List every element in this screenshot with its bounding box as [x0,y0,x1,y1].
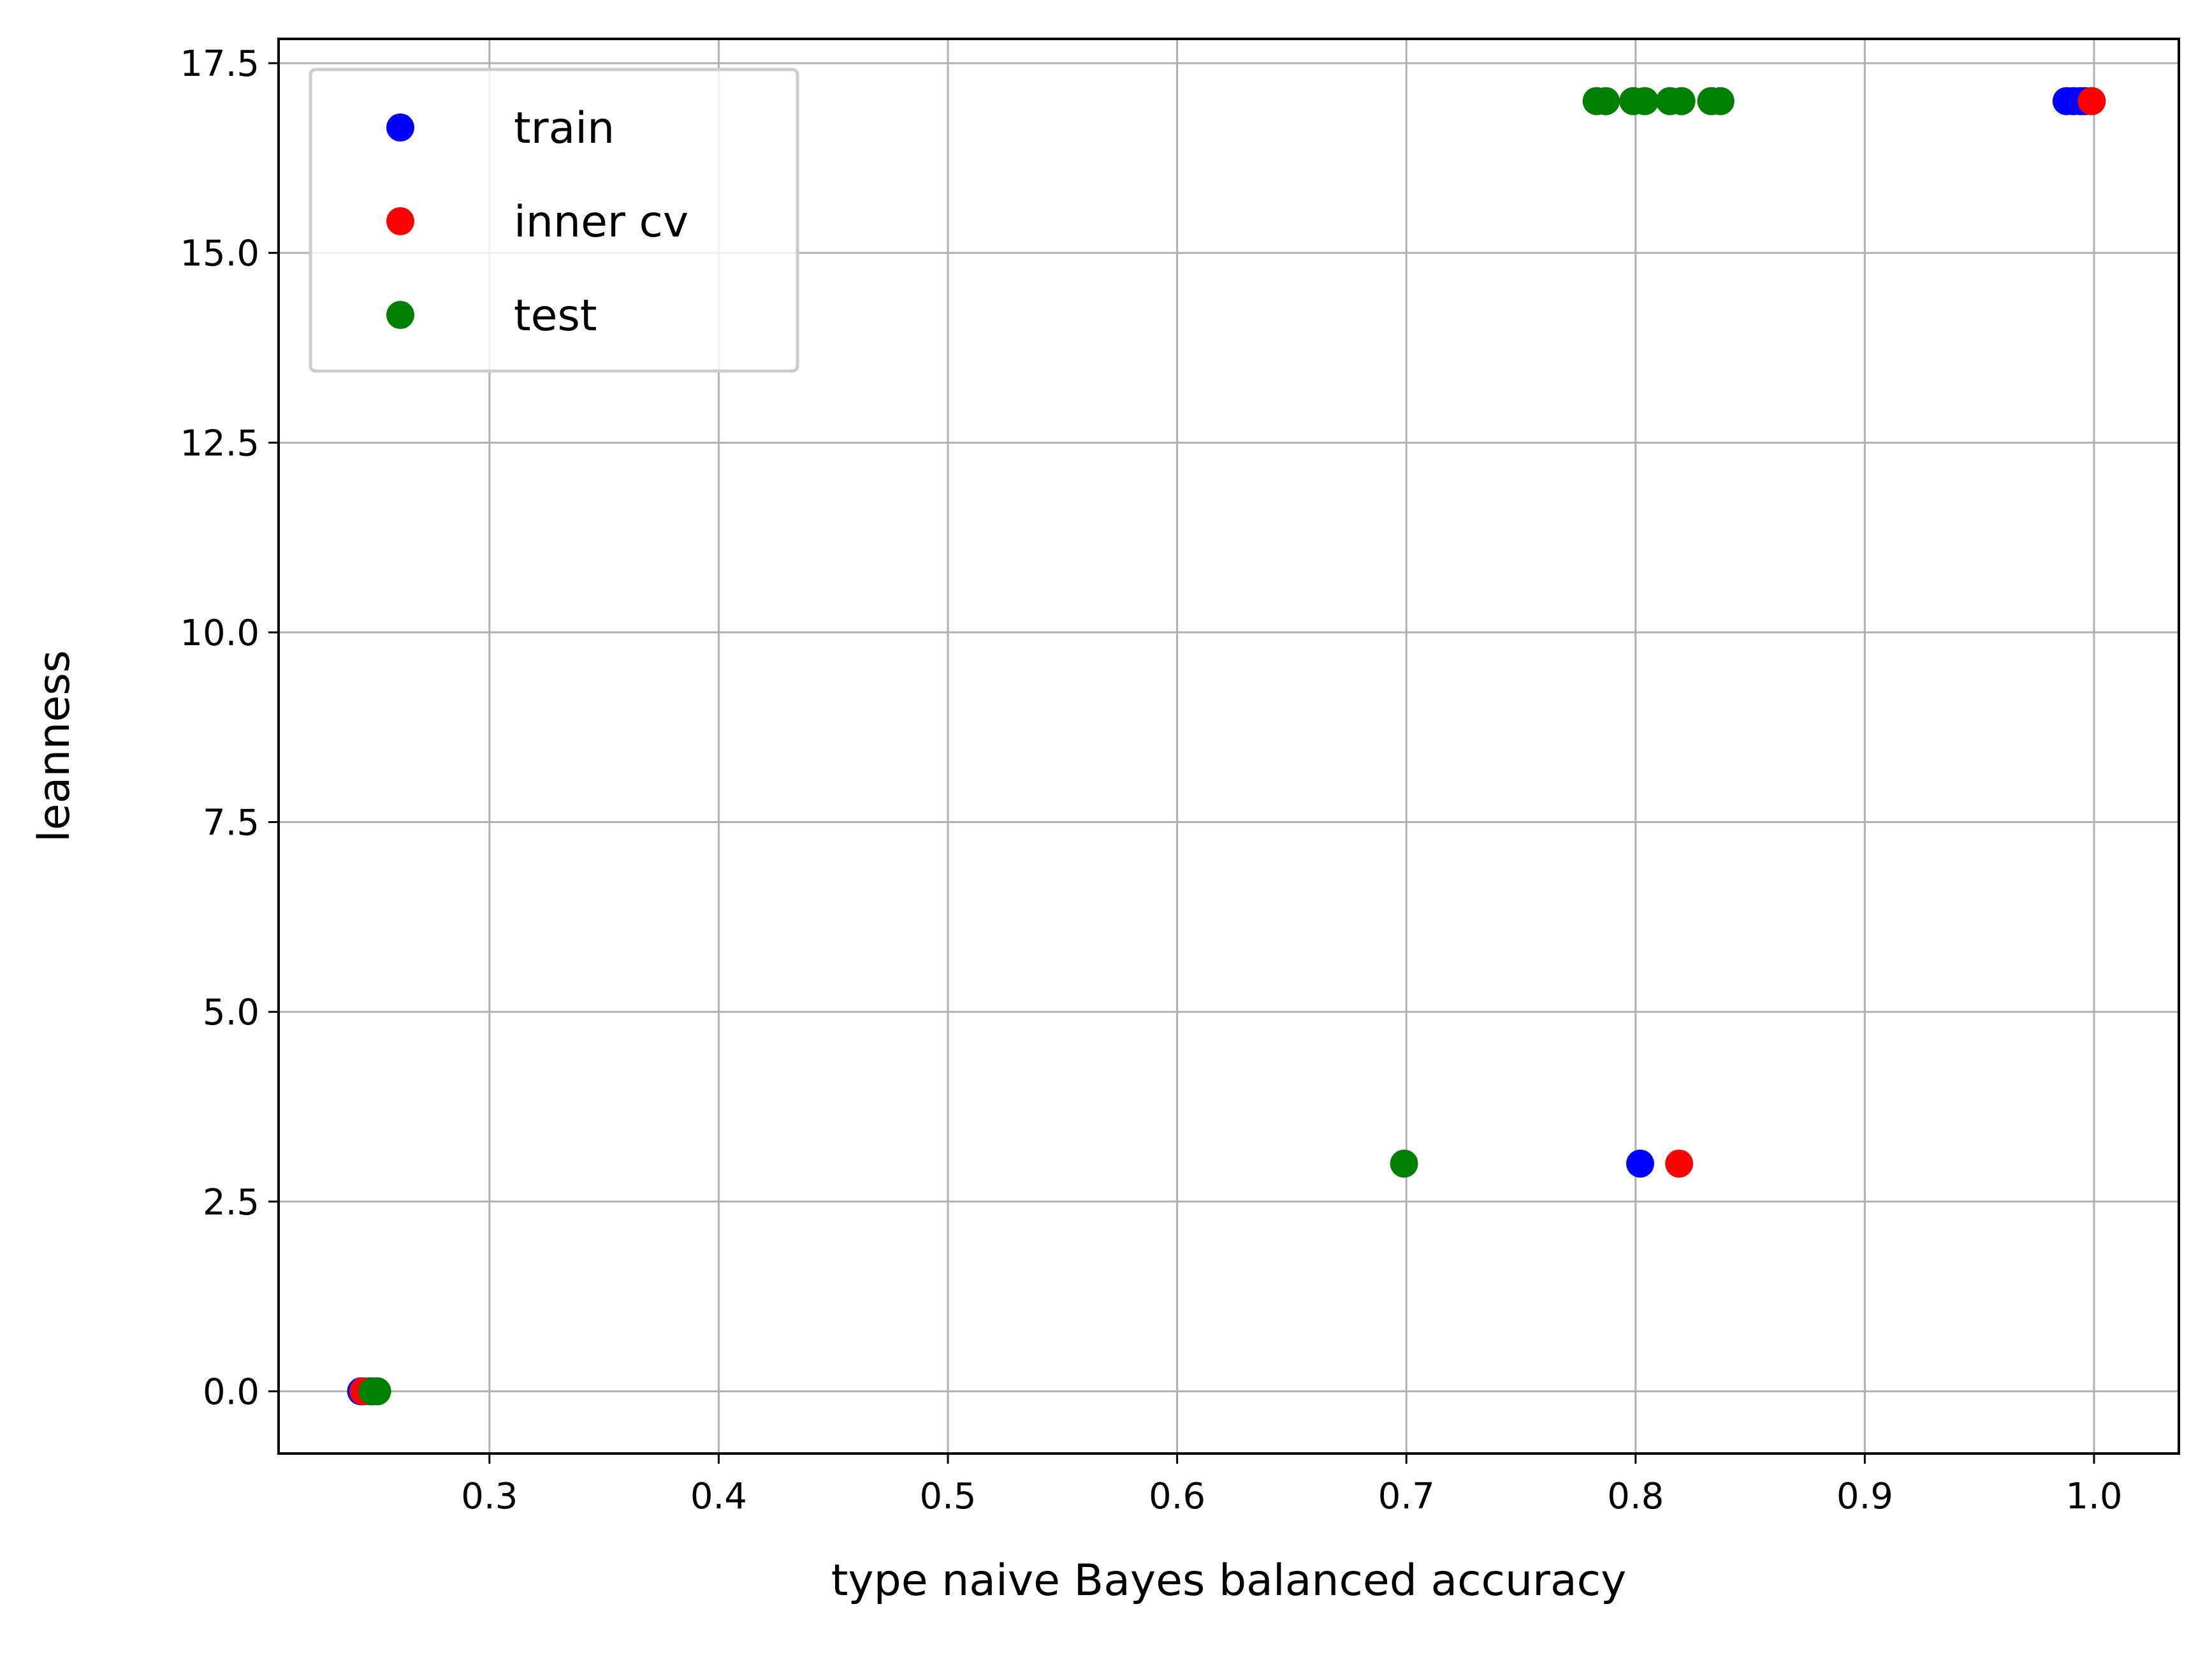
legend: train inner cv test [309,68,799,373]
x-tick-label: 0.4 [690,1476,747,1517]
x-tick-label: 0.5 [919,1476,976,1517]
y-tick-label: 2.5 [203,1182,259,1223]
y-tick-label: 0.0 [203,1371,259,1413]
x-tick-label: 0.7 [1378,1476,1435,1517]
legend-box [309,68,799,373]
x-tick-label: 0.9 [1837,1476,1893,1517]
data-point [1667,87,1696,115]
data-point [1390,1149,1418,1178]
legend-marker [386,207,414,235]
y-tick-label: 15.0 [180,233,259,275]
legend-label: train [514,103,615,154]
x-tick-label: 1.0 [2065,1476,2122,1517]
legend-marker [386,113,414,142]
y-tick-label: 5.0 [203,992,259,1033]
y-tick-label: 17.5 [180,43,259,85]
y-tick-label: 10.0 [180,613,259,654]
data-points [347,87,2106,1406]
data-point [1631,87,1659,115]
x-axis-label: type naive Bayes balanced accuracy [831,1556,1627,1606]
legend-label: inner cv [514,197,688,247]
data-point [2077,87,2106,115]
plot-frame [277,38,2180,1455]
legend-label: test [514,291,597,341]
data-point [1665,1149,1694,1178]
data-point [1626,1149,1654,1178]
legend-marker [386,301,414,329]
x-tick-label: 0.3 [461,1476,518,1517]
x-tick-label: 0.8 [1607,1476,1664,1517]
y-tick-label: 12.5 [180,423,259,464]
series-test [358,87,1735,1406]
data-point [1592,87,1620,115]
data-point [363,1377,391,1406]
data-point [1706,87,1735,115]
y-axis-label: leanness [29,650,80,842]
axis-ticks: 0.3 0.4 0.5 0.6 0.7 0.8 0.9 1.0 0.0 2.5 5.0 7.5 10.0… [180,43,2122,1517]
x-tick-label: 0.6 [1149,1476,1205,1517]
y-tick-label: 7.5 [203,803,259,844]
grid [279,39,2179,1454]
